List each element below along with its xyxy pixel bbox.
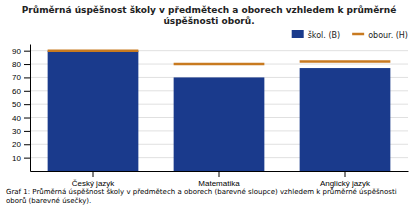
y-tick-label: 30 bbox=[12, 127, 21, 136]
caption: Graf 1: Průměrná úspěšnost školy v předm… bbox=[6, 188, 397, 205]
y-tick-mark bbox=[24, 131, 30, 132]
series-0 bbox=[48, 51, 391, 171]
y-tick: 10 bbox=[12, 154, 30, 163]
x-tick-mark bbox=[93, 171, 94, 177]
chart-container: Průměrná úspěšnost školy v předmětech a … bbox=[0, 0, 418, 208]
y-tick-label: 80 bbox=[12, 60, 21, 69]
y-tick: 60 bbox=[12, 87, 30, 96]
y-tick-mark bbox=[24, 77, 30, 78]
x-tick: Matematika bbox=[198, 171, 240, 188]
segment bbox=[48, 49, 139, 52]
chart-title: Průměrná úspěšnost školy v předmětech a … bbox=[22, 5, 397, 26]
y-tick: 90 bbox=[12, 47, 30, 56]
y-tick-mark bbox=[24, 91, 30, 92]
y-tick-mark bbox=[24, 144, 30, 145]
y-tick-mark bbox=[24, 51, 30, 52]
x-tick-label: Český jazyk bbox=[72, 179, 116, 188]
y-tick-label: 90 bbox=[12, 47, 21, 56]
x-tick: Anglický jazyk bbox=[320, 171, 371, 188]
series-1 bbox=[48, 51, 391, 64]
x-tick: Český jazyk bbox=[72, 171, 116, 188]
segment bbox=[174, 63, 265, 66]
plot: Český jazyk Matematika Anglický jazyk 10 20 3… bbox=[12, 45, 408, 188]
y-tick-mark bbox=[24, 158, 30, 159]
y-tick-label: 20 bbox=[12, 140, 21, 149]
bar bbox=[174, 77, 265, 171]
y-tick-mark bbox=[24, 104, 30, 105]
legend-swatch bbox=[352, 33, 364, 36]
y-tick-label: 70 bbox=[12, 73, 21, 82]
y-tick-mark bbox=[24, 64, 30, 65]
y-tick-label: 40 bbox=[12, 114, 21, 123]
y-tick-mark bbox=[24, 118, 30, 119]
y-tick: 30 bbox=[12, 127, 30, 136]
x-tick-label: Anglický jazyk bbox=[320, 179, 371, 188]
legend-item: škol. (B) bbox=[292, 30, 340, 40]
bar bbox=[48, 51, 139, 171]
legend-swatch bbox=[292, 30, 304, 38]
grid-line bbox=[30, 50, 408, 51]
marks bbox=[48, 51, 391, 171]
text-line: úspěšnosti oborů. bbox=[163, 16, 254, 26]
y-axis: 10 20 30 40 50 60 70 80 90 bbox=[12, 45, 30, 172]
text-line: oborů (barevné úsečky). bbox=[6, 197, 91, 205]
legend-label: obour. (H) bbox=[368, 31, 408, 40]
chart-svg: Průměrná úspěšnost školy v předmětech a … bbox=[0, 0, 418, 208]
y-tick: 70 bbox=[12, 73, 30, 82]
x-tick-mark bbox=[219, 171, 220, 177]
y-tick-label: 50 bbox=[12, 100, 21, 109]
y-tick-label: 10 bbox=[12, 154, 21, 163]
y-tick: 80 bbox=[12, 60, 30, 69]
legend-label: škol. (B) bbox=[308, 30, 340, 40]
text-line: Graf 1: Průměrná úspěšnost školy v předm… bbox=[6, 188, 397, 196]
x-axis: Český jazyk Matematika Anglický jazyk bbox=[31, 171, 409, 188]
text-line: Průměrná úspěšnost školy v předmětech a … bbox=[22, 5, 397, 15]
legend: škol. (B) obour. (H) bbox=[292, 30, 408, 40]
y-axis-line bbox=[30, 45, 31, 172]
y-tick: 40 bbox=[12, 114, 30, 123]
y-tick: 50 bbox=[12, 100, 30, 109]
bar bbox=[300, 68, 391, 171]
x-tick-label: Matematika bbox=[198, 179, 240, 188]
y-tick-label: 60 bbox=[12, 87, 21, 96]
x-tick-mark bbox=[345, 171, 346, 177]
legend-item: obour. (H) bbox=[352, 31, 408, 40]
y-tick: 20 bbox=[12, 140, 30, 149]
segment bbox=[300, 60, 391, 63]
